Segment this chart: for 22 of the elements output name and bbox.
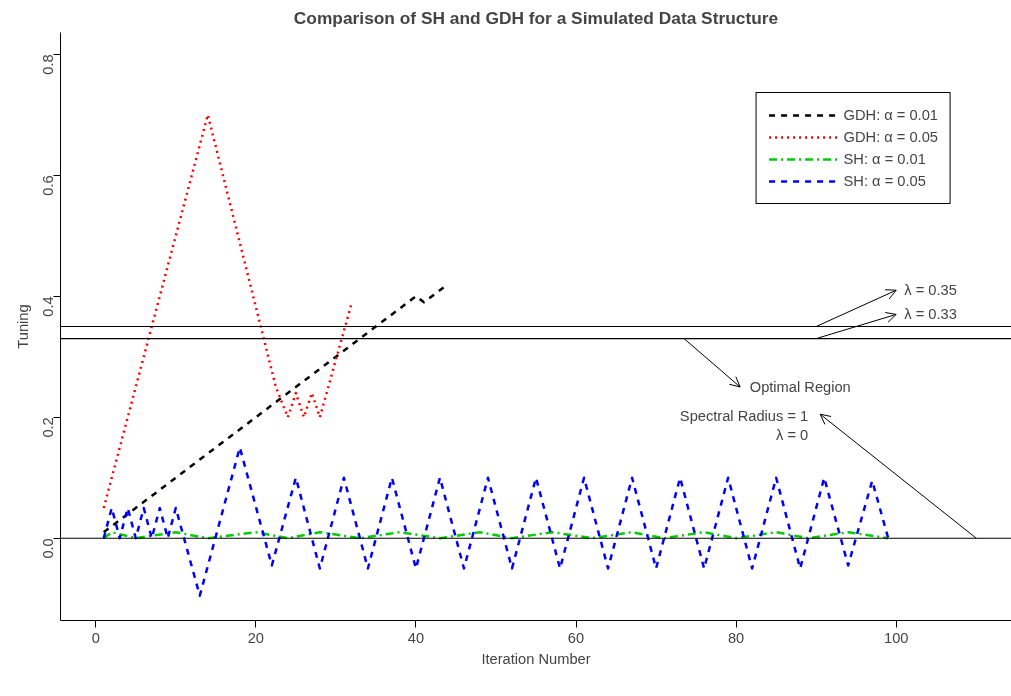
- legend-label: λ = 0.35: [904, 282, 957, 299]
- legend-label: SH: α = 0.01: [843, 151, 926, 167]
- chart-title: Comparison of SH and GDH for a Simulated Data Structure: [293, 7, 779, 28]
- x-tick-label: 20: [247, 629, 264, 646]
- legend-label: GDH: α = 0.05: [843, 129, 938, 145]
- x-tick-label: 80: [727, 629, 745, 646]
- annotation: Optimal Region: [749, 378, 851, 395]
- ref-line-label: Spectral Radius = 1 λ = 0: [679, 408, 809, 444]
- y-tick-label: 0.4: [40, 296, 57, 317]
- x-axis-title: Iteration Number: [481, 650, 591, 667]
- y-tick-label: 0.8: [40, 54, 57, 75]
- y-axis-title: Tuning: [14, 304, 31, 349]
- x-tick-label: 100: [884, 629, 909, 646]
- x-tick-label: 0: [91, 629, 100, 646]
- y-tick-label: 0.0: [40, 538, 57, 559]
- legend-label: λ = 0.33: [904, 306, 957, 323]
- y-tick-label: 0.6: [40, 175, 57, 196]
- x-tick-label: 60: [567, 629, 585, 646]
- legend-label: GDH: α = 0.01: [843, 107, 938, 123]
- y-tick-label: 0.2: [40, 417, 57, 438]
- x-tick-label: 40: [407, 629, 425, 646]
- legend-label: SH: α = 0.05: [843, 173, 926, 189]
